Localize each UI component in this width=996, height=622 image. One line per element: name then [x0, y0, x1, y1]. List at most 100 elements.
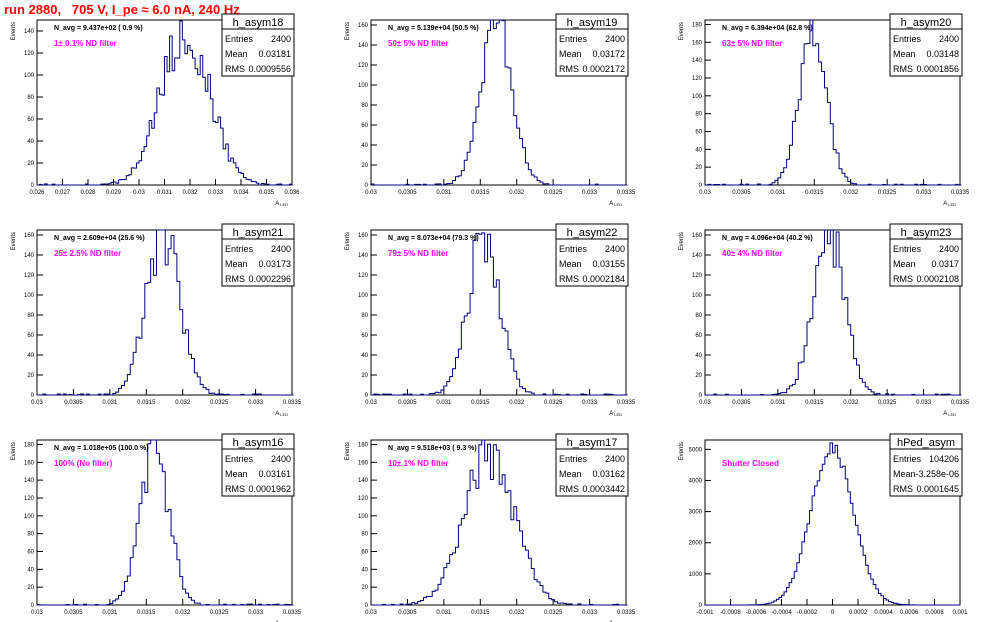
- histogram-line: [371, 19, 628, 186]
- y-tick-label: 40: [361, 353, 368, 359]
- n-avg-label: N_avg = 1.018e+05 (100.0 %): [54, 445, 149, 452]
- y-tick-label: 180: [24, 442, 35, 448]
- histogram-name: h_asym17: [567, 437, 618, 449]
- stat-value-mean: 0.03155: [592, 259, 625, 269]
- histogram-name: h_asym18: [233, 17, 284, 29]
- x-tick-label: 0.0305: [398, 190, 417, 196]
- x-tick-label: 0.032: [843, 190, 859, 196]
- stats-box: [889, 433, 963, 497]
- x-tick-label: 0.033: [582, 400, 598, 406]
- stat-label-rms: RMS: [893, 484, 913, 494]
- y-tick-label: 120: [358, 273, 369, 279]
- x-tick-label: -0.001: [696, 610, 714, 616]
- y-tick-label: 100: [692, 94, 703, 100]
- x-tick-label: 0.0335: [617, 610, 636, 616]
- x-tick-label: 0.031: [102, 400, 118, 406]
- y-tick-label: 100: [358, 514, 369, 520]
- filter-label: 40± 4% ND filter: [722, 249, 782, 258]
- x-tick-label: 0.0335: [951, 400, 970, 406]
- x-tick-label: 0.032: [175, 610, 191, 616]
- plot-frame: [36, 439, 293, 606]
- x-tick-label: 0.0006: [900, 610, 919, 616]
- histogram-line: [371, 232, 628, 396]
- stat-value-mean: -3.258e-06: [915, 469, 959, 479]
- y-tick-label: 160: [358, 460, 369, 466]
- x-tick-label: 0.0325: [878, 400, 897, 406]
- stat-label-rms: RMS: [559, 274, 579, 284]
- stat-value-mean: 0.03181: [258, 49, 291, 59]
- y-tick-label: 160: [692, 233, 703, 239]
- histogram-panel-h_asym18: 0 20 40 60 80 100 120 140 0.026 0.027 0.028 0.029 0.…: [11, 13, 300, 207]
- y-tick-label: 160: [24, 460, 35, 466]
- y-tick-label: 20: [27, 585, 34, 591]
- histogram-panel-h_asym22: 0 20 40 60 80 100 120 140 160 0.03 0.0305 0.031 0.03…: [345, 223, 636, 417]
- x-tick-label: 0.0004: [874, 610, 893, 616]
- x-tick-label: 0.03: [365, 400, 377, 406]
- y-tick-label: 140: [358, 43, 369, 49]
- stat-label-mean: Mean: [225, 259, 248, 269]
- x-tick-label: 0.029: [106, 190, 122, 196]
- n-avg-label: N_avg = 6.394e+04 (62.8 %): [722, 25, 813, 32]
- y-axis-label: Events: [11, 442, 17, 460]
- filter-label: 10± 1% ND filter: [388, 459, 448, 468]
- x-tick-label: 0.0315: [137, 400, 156, 406]
- stat-label-entries: Entries: [225, 244, 254, 254]
- x-tick-label: 0.03: [699, 190, 711, 196]
- y-tick-label: 40: [695, 147, 702, 153]
- y-tick-label: 3000: [689, 510, 703, 516]
- stat-label-entries: Entries: [559, 244, 588, 254]
- x-tick-label: 0.0008: [925, 610, 944, 616]
- stat-label-mean: Mean: [893, 259, 916, 269]
- x-tick-label: -0.0004: [771, 610, 792, 616]
- y-tick-label: 140: [24, 478, 35, 484]
- y-axis-label: Events: [679, 22, 685, 40]
- stat-value-entries: 2400: [605, 454, 625, 464]
- y-tick-label: 80: [27, 313, 34, 319]
- y-tick-label: 80: [361, 313, 368, 319]
- x-tick-label: 0.03: [365, 190, 377, 196]
- histogram-line: [705, 442, 960, 606]
- stat-value-entries: 2400: [939, 244, 959, 254]
- y-tick-label: 160: [358, 233, 369, 239]
- y-tick-label: 180: [358, 442, 369, 448]
- x-tick-label: 0.031: [770, 400, 786, 406]
- stat-label-mean: Mean: [893, 49, 916, 59]
- x-tick-label: 0.0325: [878, 190, 897, 196]
- x-axis-label: ALED: [943, 201, 956, 207]
- filter-label: 63± 5% ND filter: [722, 39, 782, 48]
- y-tick-label: 60: [695, 129, 702, 135]
- stat-label-rms: RMS: [559, 484, 579, 494]
- plot-frame: [370, 229, 627, 396]
- stat-label-rms: RMS: [225, 274, 245, 284]
- filter-label: 50± 5% ND filter: [388, 39, 448, 48]
- y-tick-label: 80: [27, 532, 34, 538]
- histogram-line: [371, 439, 628, 606]
- x-tick-label: 0.03: [699, 400, 711, 406]
- stat-label-mean: Mean: [559, 49, 582, 59]
- y-tick-label: 60: [361, 333, 368, 339]
- plot-frame: [370, 19, 627, 186]
- stat-value-mean: 0.0317: [931, 259, 959, 269]
- n-avg-label: N_avg = 4.096e+04 (40.2 %): [722, 235, 813, 242]
- x-tick-label: 0.03: [31, 400, 43, 406]
- histogram-line: [37, 229, 294, 396]
- y-tick-label: 120: [358, 63, 369, 69]
- plot-frame: [704, 19, 961, 186]
- y-tick-label: 120: [24, 51, 35, 57]
- y-tick-label: 40: [695, 353, 702, 359]
- x-tick-label: 0.031: [436, 400, 452, 406]
- y-tick-label: 160: [692, 40, 703, 46]
- x-axis-label: ALED: [609, 201, 622, 207]
- x-tick-label: 0.0305: [398, 400, 417, 406]
- stat-label-mean: Mean: [893, 469, 916, 479]
- histogram-name: h_asym20: [901, 17, 952, 29]
- x-tick-label: 0.032: [843, 400, 859, 406]
- n-avg-label: N_avg = 8.073e+04 (79.3 %): [388, 235, 479, 242]
- stat-value-rms: 0.0001962: [248, 484, 291, 494]
- x-tick-label: 0.03: [133, 190, 145, 196]
- y-tick-label: 0: [31, 393, 35, 399]
- y-tick-label: 80: [361, 103, 368, 109]
- stat-value-rms: 0.0002108: [916, 274, 959, 284]
- x-tick-label: 0.035: [259, 190, 275, 196]
- histogram-panel-h_asym16: 0 20 40 60 80 100 120 140 160 180 0.03 0.0305 0.031 0…: [11, 433, 302, 622]
